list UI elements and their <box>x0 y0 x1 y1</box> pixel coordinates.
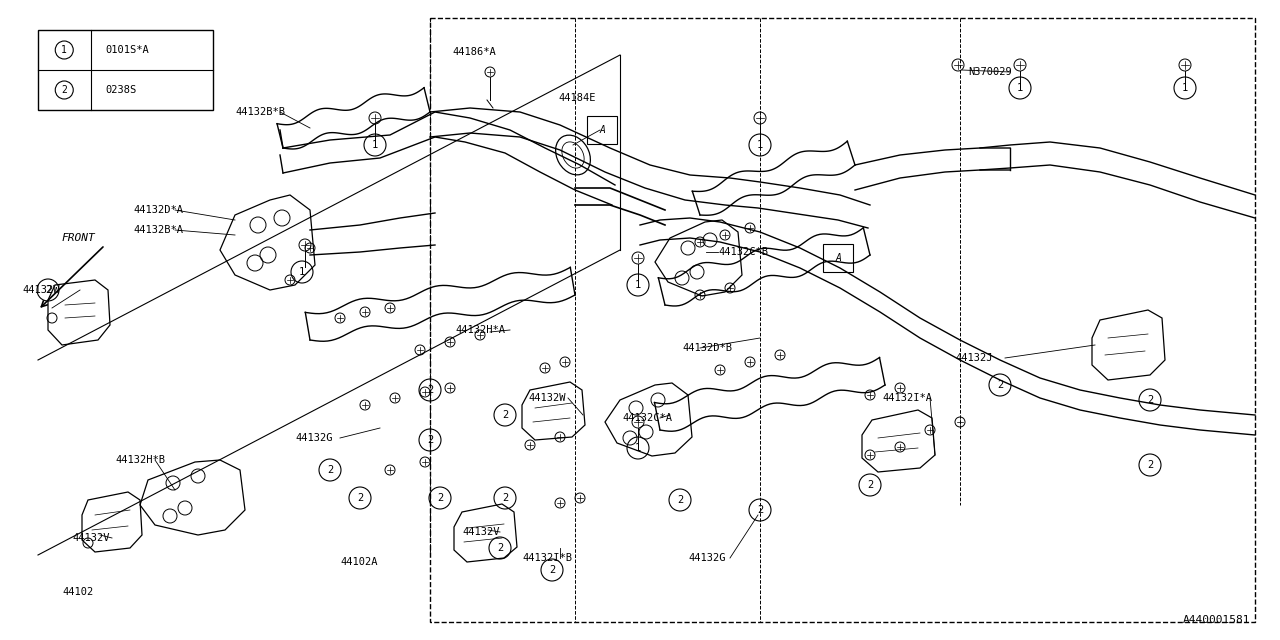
Text: 44132G: 44132G <box>294 433 333 443</box>
Text: 2: 2 <box>1147 460 1153 470</box>
Text: 2: 2 <box>756 505 763 515</box>
Text: 44184E: 44184E <box>558 93 595 103</box>
Text: 1: 1 <box>635 280 641 290</box>
Text: 44132C*A: 44132C*A <box>622 413 672 423</box>
Text: 1: 1 <box>298 267 305 277</box>
Text: 44102: 44102 <box>61 587 93 597</box>
Text: 2: 2 <box>502 410 508 420</box>
Text: 2: 2 <box>426 385 433 395</box>
Text: 2: 2 <box>61 85 67 95</box>
Text: 1: 1 <box>756 140 763 150</box>
Text: FRONT: FRONT <box>61 233 96 243</box>
Bar <box>430 18 1254 622</box>
Text: 1: 1 <box>372 140 378 150</box>
Text: 44132D*A: 44132D*A <box>133 205 183 215</box>
Text: 44132B*A: 44132B*A <box>133 225 183 235</box>
Text: 44132I*A: 44132I*A <box>882 393 932 403</box>
Text: 44132H*A: 44132H*A <box>454 325 506 335</box>
Text: A: A <box>599 125 605 135</box>
Text: 1: 1 <box>635 443 641 453</box>
Text: 1: 1 <box>1016 83 1023 93</box>
Text: 2: 2 <box>549 565 556 575</box>
Text: 2: 2 <box>426 435 433 445</box>
Text: A: A <box>835 253 841 263</box>
Text: 44132V: 44132V <box>462 527 499 537</box>
Text: 2: 2 <box>45 285 51 295</box>
Text: 2: 2 <box>502 493 508 503</box>
Text: 44132W: 44132W <box>529 393 566 403</box>
Text: 0101S*A: 0101S*A <box>105 45 148 55</box>
Text: 1: 1 <box>1181 83 1188 93</box>
Text: 2: 2 <box>1147 395 1153 405</box>
Text: 44132H*B: 44132H*B <box>115 455 165 465</box>
Text: 44132V: 44132V <box>72 533 110 543</box>
Text: N370029: N370029 <box>968 67 1011 77</box>
Text: A440001581: A440001581 <box>1183 615 1251 625</box>
Text: 44186*A: 44186*A <box>452 47 495 57</box>
Bar <box>38 30 212 110</box>
Text: 44132C*B: 44132C*B <box>718 247 768 257</box>
Text: 44132J: 44132J <box>955 353 992 363</box>
Bar <box>588 116 617 144</box>
Text: 44102A: 44102A <box>340 557 378 567</box>
Text: 0238S: 0238S <box>105 85 137 95</box>
Text: 2: 2 <box>436 493 443 503</box>
Text: 2: 2 <box>497 543 503 553</box>
Text: 44132B*B: 44132B*B <box>236 107 285 117</box>
Text: 44132I*B: 44132I*B <box>522 553 572 563</box>
Text: 2: 2 <box>357 493 364 503</box>
Text: 44132D*B: 44132D*B <box>682 343 732 353</box>
Text: 44132G: 44132G <box>689 553 726 563</box>
Text: 2: 2 <box>867 480 873 490</box>
Text: 2: 2 <box>677 495 684 505</box>
Bar <box>823 244 852 272</box>
Text: 1: 1 <box>61 45 67 55</box>
Text: 2: 2 <box>326 465 333 475</box>
Text: 44132W: 44132W <box>22 285 59 295</box>
Text: 2: 2 <box>997 380 1004 390</box>
